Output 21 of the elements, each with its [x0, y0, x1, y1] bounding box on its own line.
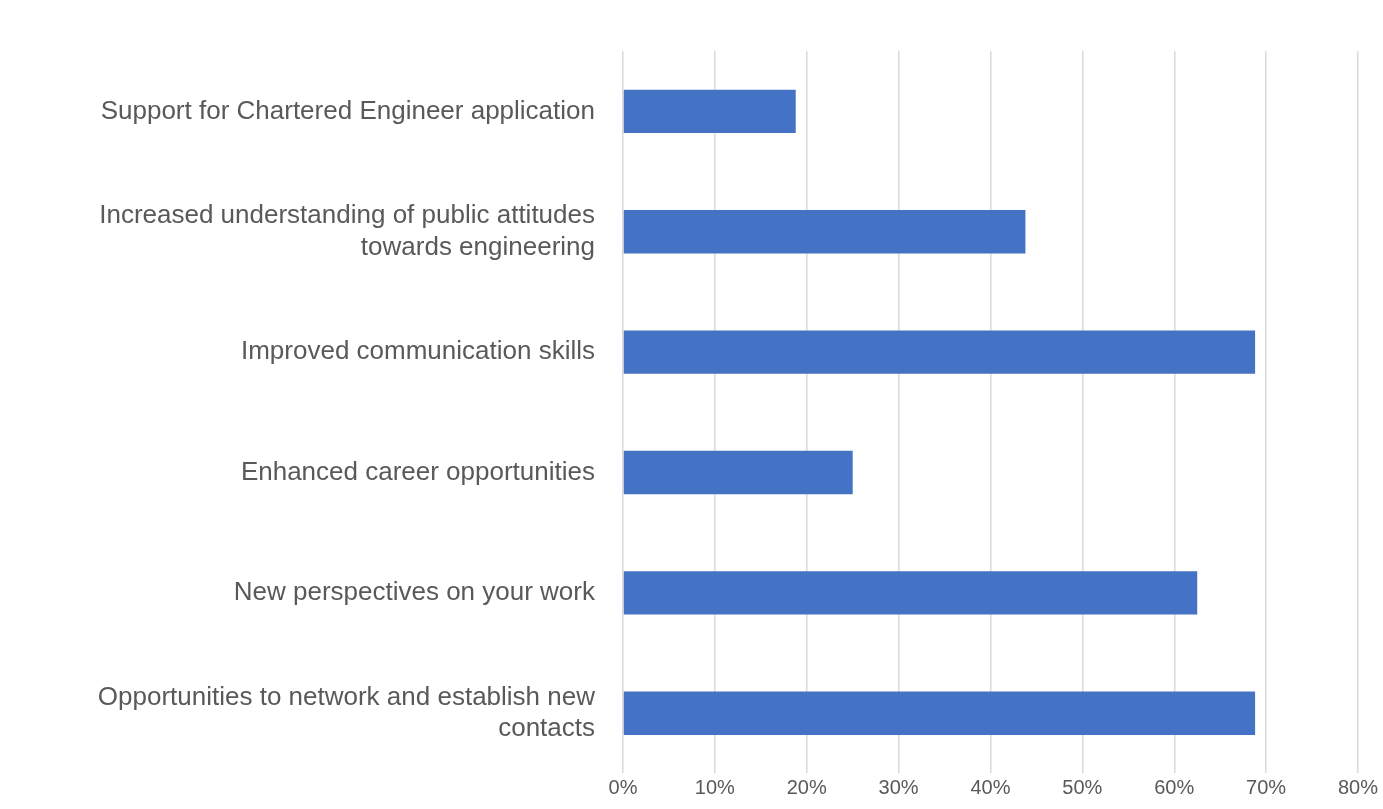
bar [623, 89, 796, 134]
bar [623, 450, 853, 495]
x-tick-label: 20% [786, 775, 827, 798]
y-tick-label: New perspectives on your work [233, 576, 596, 607]
x-tick-label: 80% [1337, 775, 1379, 798]
x-tick-label: 30% [878, 775, 919, 798]
y-tick-label: Opportunities to network and establish new contacts [97, 680, 596, 742]
bar [623, 330, 1256, 374]
x-tick-label: 50% [1062, 775, 1103, 798]
x-tick-label: 70% [1246, 775, 1287, 798]
bar [623, 691, 1256, 735]
y-tick-label: Enhanced career opportunities [240, 455, 595, 486]
x-tick-label: 40% [970, 775, 1011, 798]
x-tick-label: 60% [1154, 775, 1195, 798]
y-tick-label: Increased understanding of public attitudes towards engineering [99, 199, 595, 261]
bar [623, 210, 1026, 254]
bar [623, 571, 1198, 615]
y-tick-label: Improved communication skills [240, 335, 595, 366]
x-tick-label: 10% [694, 775, 736, 798]
y-tick-label: Support for Chartered Engineer application [100, 94, 595, 125]
x-tick-label: 0% [608, 775, 638, 798]
